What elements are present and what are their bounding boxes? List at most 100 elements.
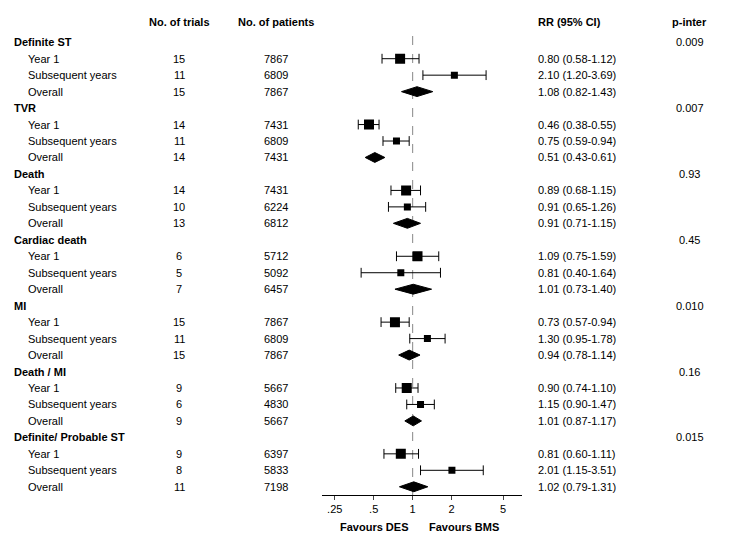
svg-text:Year 1: Year 1 (28, 382, 59, 394)
svg-text:7867: 7867 (264, 53, 288, 65)
svg-text:No. of patients: No. of patients (238, 16, 314, 28)
svg-text:9: 9 (176, 382, 182, 394)
svg-text:Subsequent years: Subsequent years (28, 398, 117, 410)
svg-text:Favours BMS: Favours BMS (429, 521, 499, 533)
svg-text:0.009: 0.009 (676, 36, 704, 48)
svg-text:0.73 (0.57-0.94): 0.73 (0.57-0.94) (538, 316, 616, 328)
svg-text:7867: 7867 (264, 349, 288, 361)
svg-text:13: 13 (173, 217, 185, 229)
svg-text:1: 1 (410, 503, 416, 515)
svg-text:0.93: 0.93 (679, 168, 700, 180)
svg-text:0.16: 0.16 (679, 366, 700, 378)
svg-text:Subsequent years: Subsequent years (28, 333, 117, 345)
svg-text:11: 11 (174, 481, 185, 493)
svg-text:0.007: 0.007 (676, 102, 704, 114)
svg-text:7867: 7867 (264, 86, 288, 98)
svg-text:1.01 (0.87-1.17): 1.01 (0.87-1.17) (538, 415, 616, 427)
svg-text:Death: Death (14, 168, 45, 180)
svg-text:Year 1: Year 1 (28, 250, 59, 262)
svg-text:6397: 6397 (264, 448, 288, 460)
svg-text:14: 14 (173, 184, 185, 196)
svg-text:p-inter: p-inter (672, 16, 707, 28)
svg-text:No. of trials: No. of trials (149, 16, 210, 28)
svg-text:1.09 (0.75-1.59): 1.09 (0.75-1.59) (538, 250, 616, 262)
svg-text:Subsequent years: Subsequent years (28, 201, 117, 213)
svg-text:5833: 5833 (264, 464, 288, 476)
svg-text:Overall: Overall (28, 151, 63, 163)
svg-text:6809: 6809 (264, 69, 288, 81)
svg-text:1.08 (0.82-1.43): 1.08 (0.82-1.43) (538, 86, 616, 98)
svg-text:5: 5 (500, 503, 506, 515)
svg-text:Overall: Overall (28, 217, 63, 229)
svg-text:0.94 (0.78-1.14): 0.94 (0.78-1.14) (538, 349, 616, 361)
svg-text:.5: .5 (369, 503, 378, 515)
svg-text:2.01 (1.15-3.51): 2.01 (1.15-3.51) (538, 464, 616, 476)
svg-text:Subsequent years: Subsequent years (28, 464, 117, 476)
svg-text:7431: 7431 (264, 119, 288, 131)
svg-text:Overall: Overall (28, 283, 63, 295)
svg-text:11: 11 (174, 333, 185, 345)
svg-text:7431: 7431 (264, 184, 288, 196)
svg-text:15: 15 (173, 316, 185, 328)
svg-text:15: 15 (173, 53, 185, 65)
svg-text:0.81 (0.60-1.11): 0.81 (0.60-1.11) (538, 448, 615, 460)
svg-text:2: 2 (449, 503, 455, 515)
svg-text:0.015: 0.015 (676, 431, 704, 443)
svg-text:Overall: Overall (28, 481, 63, 493)
svg-text:Subsequent years: Subsequent years (28, 69, 117, 81)
svg-text:0.46 (0.38-0.55): 0.46 (0.38-0.55) (538, 119, 616, 131)
svg-text:7867: 7867 (264, 316, 288, 328)
svg-text:1.30 (0.95-1.78): 1.30 (0.95-1.78) (538, 333, 616, 345)
svg-text:8: 8 (176, 464, 182, 476)
svg-text:Subsequent years: Subsequent years (28, 135, 117, 147)
svg-text:1.01 (0.73-1.40): 1.01 (0.73-1.40) (538, 283, 616, 295)
svg-text:14: 14 (173, 119, 185, 131)
svg-text:7: 7 (176, 283, 182, 295)
svg-text:7198: 7198 (264, 481, 288, 493)
svg-text:11: 11 (174, 135, 185, 147)
svg-text:5712: 5712 (264, 250, 288, 262)
svg-text:9: 9 (176, 448, 182, 460)
svg-text:6224: 6224 (264, 201, 288, 213)
svg-text:Death / MI: Death / MI (14, 366, 66, 378)
svg-text:4830: 4830 (264, 398, 288, 410)
svg-text:Overall: Overall (28, 86, 63, 98)
svg-text:15: 15 (173, 86, 185, 98)
svg-text:Year 1: Year 1 (28, 184, 59, 196)
svg-text:Subsequent years: Subsequent years (28, 267, 117, 279)
svg-text:0.75 (0.59-0.94): 0.75 (0.59-0.94) (538, 135, 616, 147)
svg-text:.25: .25 (327, 503, 342, 515)
svg-text:Definite/ Probable ST: Definite/ Probable ST (14, 431, 125, 443)
svg-text:0.45: 0.45 (679, 234, 700, 246)
svg-text:5667: 5667 (264, 382, 288, 394)
svg-text:Overall: Overall (28, 415, 63, 427)
svg-text:15: 15 (173, 349, 185, 361)
svg-text:11: 11 (174, 69, 185, 81)
svg-text:10: 10 (173, 201, 185, 213)
svg-text:6812: 6812 (264, 217, 288, 229)
svg-text:Favours DES: Favours DES (340, 521, 408, 533)
svg-text:RR (95% CI): RR (95% CI) (538, 16, 601, 28)
svg-text:5092: 5092 (264, 267, 288, 279)
svg-text:9: 9 (176, 415, 182, 427)
svg-text:1.15 (0.90-1.47): 1.15 (0.90-1.47) (538, 398, 616, 410)
svg-text:2.10 (1.20-3.69): 2.10 (1.20-3.69) (538, 69, 616, 81)
svg-text:6: 6 (176, 250, 182, 262)
svg-text:Cardiac death: Cardiac death (14, 234, 87, 246)
svg-text:Overall: Overall (28, 349, 63, 361)
svg-text:Year 1: Year 1 (28, 448, 59, 460)
svg-text:7431: 7431 (264, 151, 288, 163)
svg-text:5667: 5667 (264, 415, 288, 427)
svg-text:0.91 (0.65-1.26): 0.91 (0.65-1.26) (538, 201, 616, 213)
svg-text:0.010: 0.010 (676, 300, 704, 312)
svg-text:Year 1: Year 1 (28, 53, 59, 65)
svg-text:14: 14 (173, 151, 185, 163)
svg-text:6809: 6809 (264, 333, 288, 345)
svg-text:Year 1: Year 1 (28, 316, 59, 328)
svg-text:0.81 (0.40-1.64): 0.81 (0.40-1.64) (538, 267, 616, 279)
svg-text:TVR: TVR (14, 102, 36, 114)
svg-text:1.02 (0.79-1.31): 1.02 (0.79-1.31) (538, 481, 616, 493)
svg-text:6457: 6457 (264, 283, 288, 295)
svg-text:Definite ST: Definite ST (14, 36, 72, 48)
svg-text:0.89 (0.68-1.15): 0.89 (0.68-1.15) (538, 184, 616, 196)
